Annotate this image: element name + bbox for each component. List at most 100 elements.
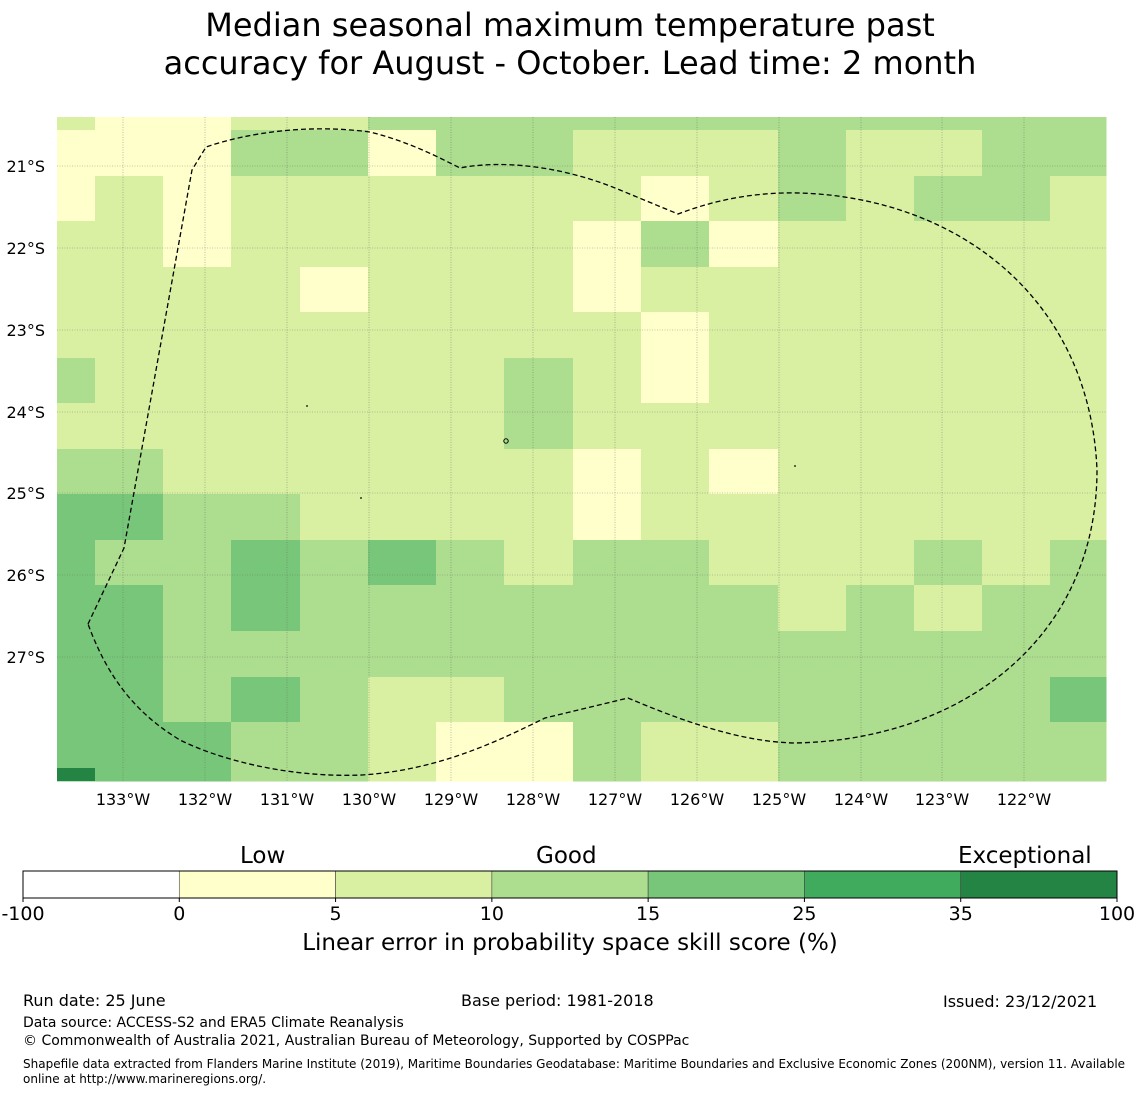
skill-cell bbox=[57, 130, 96, 177]
colorbar-word-good: Good bbox=[536, 843, 597, 869]
skill-cell bbox=[982, 540, 1051, 586]
skill-cell bbox=[641, 176, 710, 222]
skill-cell bbox=[57, 449, 96, 495]
skill-cell bbox=[982, 585, 1051, 632]
skill-cell bbox=[95, 117, 164, 131]
skill-cell bbox=[436, 117, 505, 131]
skill-cell bbox=[982, 631, 1051, 678]
colorbar-word-exceptional: Exceptional bbox=[958, 843, 1092, 869]
skill-cell bbox=[95, 358, 164, 404]
skill-cell bbox=[573, 449, 642, 495]
skill-cell bbox=[504, 631, 574, 678]
skill-cell bbox=[95, 130, 164, 177]
skill-cell bbox=[1050, 585, 1107, 632]
skill-cell bbox=[57, 176, 96, 222]
skill-cell bbox=[982, 677, 1051, 723]
skill-cell bbox=[573, 176, 642, 222]
skill-cell bbox=[914, 631, 983, 678]
skill-cell bbox=[778, 540, 847, 586]
skill-cell bbox=[573, 267, 642, 313]
skill-cell bbox=[914, 267, 983, 313]
skill-cell bbox=[163, 267, 232, 313]
latitude-labels: 21°S 22°S 23°S 24°S 25°S 26°S 27°S bbox=[6, 157, 45, 667]
skill-cell bbox=[300, 358, 369, 404]
skill-cell bbox=[573, 312, 642, 359]
skill-cell bbox=[982, 267, 1051, 313]
skill-cell bbox=[300, 585, 369, 632]
island-marker bbox=[503, 438, 509, 444]
skill-cell bbox=[436, 449, 505, 495]
skill-cell bbox=[300, 449, 369, 495]
skill-cell bbox=[1050, 130, 1107, 177]
skill-cell bbox=[709, 176, 779, 222]
skill-cell bbox=[1050, 403, 1107, 450]
skill-cell bbox=[641, 631, 710, 678]
skill-cell bbox=[641, 117, 710, 131]
skill-cell bbox=[573, 117, 642, 131]
colorbar-segment bbox=[491, 870, 649, 899]
skill-cell bbox=[982, 117, 1051, 131]
data-source: Data source: ACCESS-S2 and ERA5 Climate … bbox=[23, 1015, 404, 1031]
skill-cell bbox=[504, 176, 574, 222]
colorbar-word-low: Low bbox=[240, 843, 286, 869]
colorbar-tick-label: 25 bbox=[792, 903, 816, 925]
skill-cell bbox=[504, 677, 574, 723]
skill-cell bbox=[504, 722, 574, 782]
skill-cell bbox=[300, 722, 369, 782]
skill-cell bbox=[57, 540, 96, 586]
skill-cell bbox=[231, 267, 301, 313]
skill-cell bbox=[846, 540, 915, 586]
skill-cell bbox=[709, 631, 779, 678]
skill-grid bbox=[57, 117, 1107, 782]
skill-cell bbox=[778, 585, 847, 632]
skill-cell bbox=[163, 722, 232, 782]
skill-cell bbox=[163, 117, 232, 131]
skill-cell bbox=[231, 585, 301, 632]
skill-cell bbox=[573, 722, 642, 782]
skill-cell bbox=[368, 722, 437, 782]
skill-cell bbox=[504, 494, 574, 541]
skill-cell bbox=[163, 585, 232, 632]
skill-cell bbox=[368, 403, 437, 450]
latitude-label: 24°S bbox=[6, 403, 45, 422]
skill-cell bbox=[368, 358, 437, 404]
skill-cell bbox=[778, 312, 847, 359]
colorbar-tick-label: -100 bbox=[1, 903, 44, 925]
longitude-label: 133°W bbox=[96, 790, 151, 809]
base-period: Base period: 1981-2018 bbox=[461, 991, 654, 1010]
skill-cell bbox=[1050, 267, 1107, 313]
skill-cell bbox=[436, 540, 505, 586]
longitude-label: 125°W bbox=[752, 790, 807, 809]
longitude-label: 129°W bbox=[424, 790, 479, 809]
skill-cell bbox=[914, 677, 983, 723]
skill-cell bbox=[300, 221, 369, 268]
skill-cell bbox=[641, 449, 710, 495]
skill-cell bbox=[368, 117, 437, 131]
skill-cell bbox=[846, 585, 915, 632]
skill-cell bbox=[163, 312, 232, 359]
skill-cell bbox=[778, 449, 847, 495]
skill-cell bbox=[573, 403, 642, 450]
skill-cell bbox=[914, 117, 983, 131]
skill-cell bbox=[982, 722, 1051, 782]
longitude-label: 128°W bbox=[506, 790, 561, 809]
skill-cell bbox=[300, 117, 369, 131]
island-marker bbox=[794, 465, 796, 467]
skill-cell bbox=[231, 176, 301, 222]
colorbar-tick-label: 100 bbox=[1099, 903, 1135, 925]
skill-cell bbox=[914, 312, 983, 359]
skill-cell bbox=[368, 176, 437, 222]
skill-cell bbox=[300, 677, 369, 723]
skill-cell bbox=[641, 677, 710, 723]
skill-cell bbox=[914, 176, 983, 222]
skill-cell bbox=[573, 221, 642, 268]
islands bbox=[306, 405, 796, 499]
skill-cell bbox=[57, 768, 95, 781]
skill-cell bbox=[57, 677, 96, 723]
skill-cell bbox=[368, 494, 437, 541]
skill-cell bbox=[914, 722, 983, 782]
skill-cell bbox=[709, 130, 779, 177]
skill-cell bbox=[641, 540, 710, 586]
skill-cell bbox=[163, 221, 232, 268]
skill-cell bbox=[95, 449, 164, 495]
